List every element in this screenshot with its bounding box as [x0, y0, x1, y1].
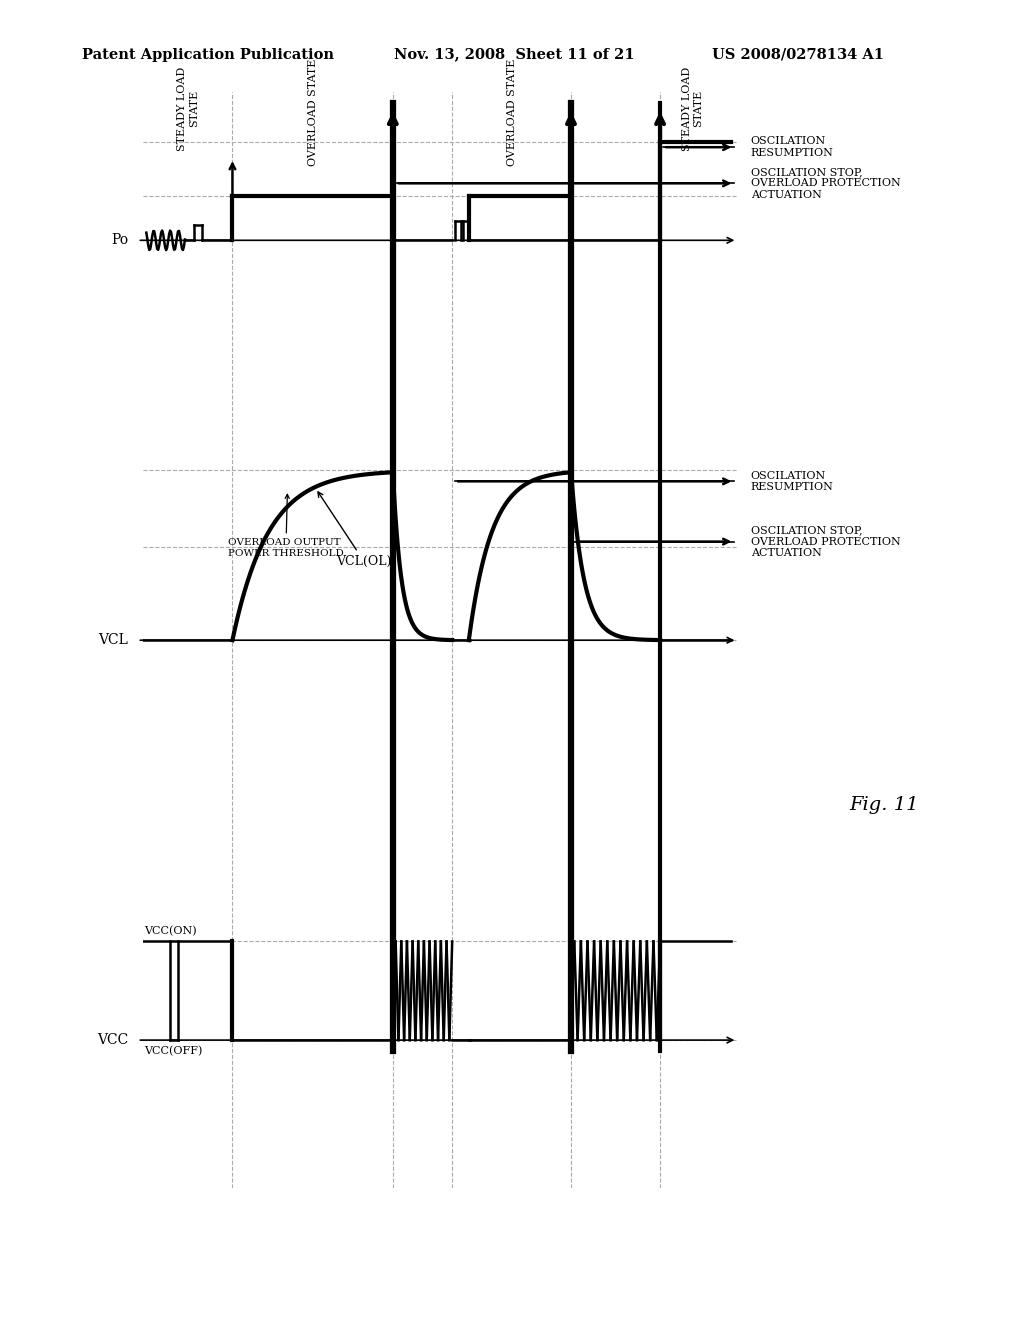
Text: VCL(OL): VCL(OL) [318, 492, 392, 568]
Text: OSCILATION STOP,
OVERLOAD PROTECTION
ACTUATION: OSCILATION STOP, OVERLOAD PROTECTION ACT… [751, 525, 900, 558]
Text: OVERLOAD OUTPUT
POWER THRESHOLD: OVERLOAD OUTPUT POWER THRESHOLD [228, 494, 344, 558]
Text: VCL: VCL [98, 634, 129, 647]
Text: US 2008/0278134 A1: US 2008/0278134 A1 [712, 48, 884, 62]
Text: Patent Application Publication: Patent Application Publication [82, 48, 334, 62]
Text: Po: Po [112, 234, 129, 247]
Text: OVERLOAD STATE: OVERLOAD STATE [507, 58, 516, 166]
Text: OSCILATION
RESUMPTION: OSCILATION RESUMPTION [751, 470, 834, 492]
Text: STEADY LOAD
STATE: STEADY LOAD STATE [682, 67, 703, 150]
Text: Nov. 13, 2008  Sheet 11 of 21: Nov. 13, 2008 Sheet 11 of 21 [394, 48, 635, 62]
Text: OVERLOAD STATE: OVERLOAD STATE [307, 58, 317, 166]
Text: STEADY LOAD
STATE: STEADY LOAD STATE [177, 67, 199, 150]
Text: VCC(OFF): VCC(OFF) [144, 1045, 203, 1056]
Text: VCC: VCC [97, 1034, 129, 1047]
Text: VCC(ON): VCC(ON) [144, 925, 198, 936]
Text: OSCILATION
RESUMPTION: OSCILATION RESUMPTION [751, 136, 834, 158]
Text: Fig. 11: Fig. 11 [849, 796, 919, 813]
Text: OSCILATION STOP,
OVERLOAD PROTECTION
ACTUATION: OSCILATION STOP, OVERLOAD PROTECTION ACT… [751, 166, 900, 199]
